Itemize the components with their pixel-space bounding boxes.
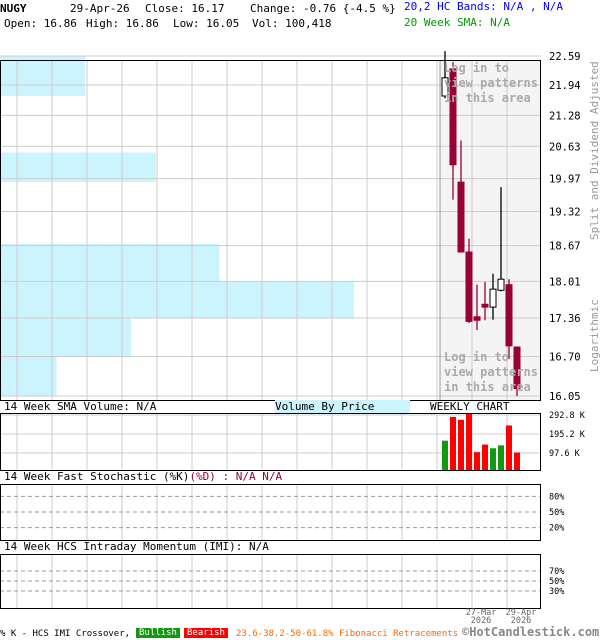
- imi-tick-label: 30%: [549, 587, 564, 597]
- change-value: Change: -0.76 {-4.5 %}: [250, 2, 396, 15]
- price-tick-label: 16.05: [549, 391, 581, 403]
- imi-panel-border: [0, 554, 541, 609]
- volume-tick-label: 195.2 K: [549, 430, 586, 440]
- volume-bar: [442, 440, 448, 470]
- volume-bar: [498, 445, 504, 470]
- price-tick-label: 19.97: [549, 174, 581, 186]
- volume-value: Vol: 100,418: [252, 17, 332, 30]
- crossover-legend: % K - HCS IMI Crossover,: [0, 629, 131, 639]
- login-patterns-bottom[interactable]: Log in to view patterns in this area: [444, 350, 538, 394]
- volume-bar: [458, 419, 464, 470]
- volume-by-price-bar: [0, 152, 156, 183]
- date-label: 29-Apr: [506, 608, 537, 618]
- imi-tick-label: 50%: [549, 577, 564, 587]
- log-scale-label: Logarithmic: [588, 299, 600, 372]
- sma-value: 20 Week SMA: N/A: [404, 16, 510, 29]
- bullish-candle: [497, 278, 505, 291]
- symbol: NUGY: [0, 2, 27, 15]
- stochastic-tick-label: 50%: [549, 508, 564, 518]
- bearish-candle: [505, 284, 513, 347]
- imi-tick-label: 70%: [549, 567, 564, 577]
- stochastic-tick-label: 80%: [549, 492, 564, 502]
- volume-bar: [506, 425, 512, 470]
- price-tick-label: 19.32: [549, 207, 581, 219]
- volume-bar: [514, 452, 520, 470]
- open-value: Open: 16.86: [4, 17, 77, 30]
- fibonacci-legend: 23.6-38.2-50-61.8% Fibonacci Retracement…: [236, 629, 459, 639]
- year-label: 2026: [511, 616, 531, 626]
- volume-by-price-label: Volume By Price: [275, 400, 411, 413]
- volume-bar: [466, 413, 472, 470]
- date-label: 27-Mar: [466, 608, 497, 618]
- bullish-legend: Bullish: [136, 628, 180, 638]
- high-value: High: 16.86: [86, 17, 159, 30]
- stoch-na: N/A: [262, 470, 283, 483]
- volume-by-price-bar: [0, 281, 354, 319]
- close-value: Close: 16.17: [145, 2, 225, 15]
- bearish-candle: [481, 303, 489, 308]
- login-patterns-top[interactable]: Log in to view patterns in this area: [444, 61, 538, 105]
- price-tick-label: 16.70: [549, 352, 581, 364]
- bullish-candle: [489, 288, 497, 308]
- stochastic-tick-label: 20%: [549, 524, 564, 534]
- bullish-candle: [441, 77, 449, 97]
- price-tick-label: 21.28: [549, 110, 581, 122]
- price-tick-label: 18.67: [549, 241, 581, 253]
- volume-panel-border: [0, 413, 541, 471]
- price-tick-label: 20.63: [549, 141, 581, 153]
- stoch-k-label: 14 Week Fast Stochastic (%K): [4, 470, 190, 483]
- price-tick-label: 17.36: [549, 313, 581, 325]
- stoch-d-label: (%D) : N/A: [189, 470, 256, 483]
- volume-bar: [482, 444, 488, 470]
- year-label: 2026: [471, 616, 491, 626]
- bearish-candle: [449, 68, 457, 166]
- brand-logo[interactable]: ©HotCandlestick.com: [462, 625, 600, 639]
- bearish-candle: [513, 346, 521, 390]
- volume-bar: [450, 416, 456, 470]
- price-panel-border: [0, 60, 541, 401]
- bearish-legend: Bearish: [184, 628, 228, 638]
- price-tick-label: 21.94: [549, 80, 581, 92]
- low-value: Low: 16.05: [173, 17, 240, 30]
- bearish-candle: [457, 181, 465, 253]
- pattern-area: [440, 60, 541, 400]
- split-adjusted-label: Split and Dividend Adjusted: [588, 61, 600, 240]
- stochastic-panel-border: [0, 484, 541, 541]
- volume-bar: [490, 448, 496, 470]
- volume-by-price-bar: [0, 243, 220, 282]
- volume-tick-label: 292.8 K: [549, 411, 586, 421]
- stochastic-label: 14 Week Fast Stochastic (%K)(%D) : N/A N…: [4, 470, 282, 483]
- volume-by-price-bar: [0, 56, 85, 96]
- price-tick-label: 18.01: [549, 276, 581, 288]
- bearish-candle: [473, 316, 481, 321]
- price-tick-label: 22.59: [549, 51, 581, 63]
- weekly-chart-label: WEEKLY CHART: [430, 400, 510, 413]
- imi-label: 14 Week HCS Intraday Momentum (IMI): N/A: [4, 540, 269, 553]
- volume-by-price-bar: [0, 318, 131, 357]
- date: 29-Apr-26: [70, 2, 130, 15]
- volume-bar: [474, 452, 480, 470]
- hc-bands: 20,2 HC Bands: N/A , N/A: [404, 0, 563, 13]
- bearish-candle: [465, 251, 473, 322]
- volume-tick-label: 97.6 K: [549, 449, 581, 459]
- volume-sma-label: 14 Week SMA Volume: N/A: [4, 400, 157, 413]
- volume-by-price-bar: [0, 356, 57, 396]
